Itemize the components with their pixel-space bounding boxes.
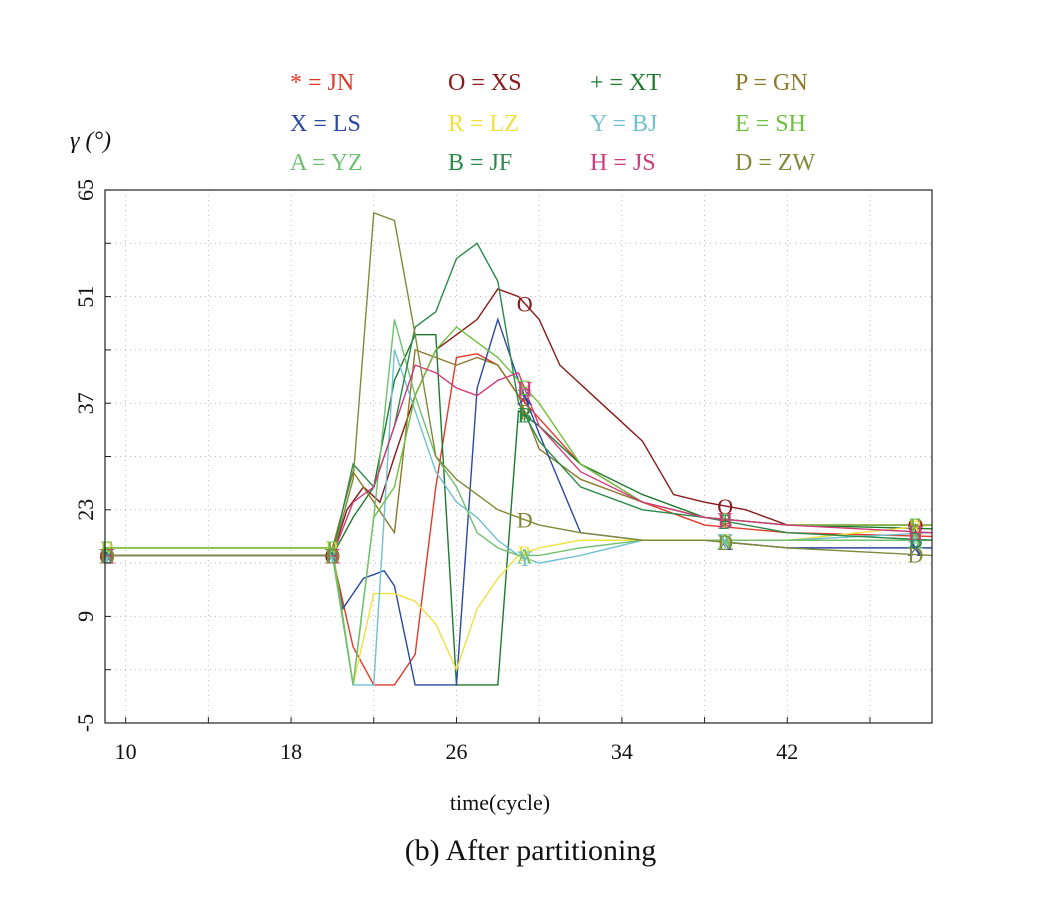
y-tick-label: 23 bbox=[73, 499, 98, 521]
series-marker-js: H bbox=[517, 377, 533, 402]
series-marker-jn: * bbox=[720, 515, 731, 540]
series-marker-zw: D bbox=[99, 543, 115, 568]
series-marker-gn: P bbox=[101, 536, 113, 561]
series-marker-js: H bbox=[908, 520, 924, 545]
plot-frame bbox=[104, 189, 933, 724]
legend-entry-yz: A = YZ bbox=[290, 150, 363, 176]
series-marker-xt: + bbox=[719, 507, 731, 532]
y-tick-label: 9 bbox=[73, 611, 98, 622]
series-marker-xs: O bbox=[99, 543, 115, 568]
series-marker-xt: + bbox=[101, 543, 113, 568]
y-tick-label: 37 bbox=[73, 392, 98, 414]
series-marker-ls: X bbox=[99, 543, 115, 568]
series-marker-bj: Y bbox=[717, 528, 733, 553]
series-marker-xt: + bbox=[518, 403, 530, 428]
legend-entry-lz: R = LZ bbox=[448, 111, 519, 137]
legend-entry-ls: X = LS bbox=[290, 111, 361, 137]
series-marker-sh: E bbox=[719, 507, 732, 532]
series-marker-jf: B bbox=[100, 543, 115, 568]
y-tick-label: 51 bbox=[73, 286, 98, 308]
series-marker-ls: X bbox=[517, 384, 533, 409]
series-marker-xt: + bbox=[909, 516, 921, 541]
series-marker-ls: X bbox=[717, 530, 733, 555]
legend-entry-sh: E = SH bbox=[735, 111, 806, 137]
series-marker-jn: * bbox=[327, 543, 338, 568]
series-marker-yz: A bbox=[908, 528, 924, 553]
legend-entry-bj: Y = BJ bbox=[590, 111, 657, 137]
series-marker-yz: A bbox=[99, 543, 115, 568]
series-marker-xt: + bbox=[326, 543, 338, 568]
series-marker-zw: D bbox=[517, 508, 533, 533]
x-axis-label: time(cycle) bbox=[449, 790, 551, 815]
series-marker-jn: * bbox=[102, 543, 113, 568]
grid-lines bbox=[105, 189, 932, 724]
legend-entry-jf: B = JF bbox=[448, 150, 512, 176]
series-marker-zw: D bbox=[324, 543, 340, 568]
series-lines bbox=[105, 211, 933, 686]
series-marker-bj: Y bbox=[324, 543, 340, 568]
series-marker-jf: B bbox=[908, 527, 923, 552]
y-tick-label: -5 bbox=[73, 714, 98, 732]
series-marker-jn: * bbox=[519, 390, 530, 415]
series-marker-gn: P bbox=[719, 507, 731, 532]
series-marker-xs: O bbox=[717, 494, 733, 519]
series-marker-js: H bbox=[324, 543, 340, 568]
series-marker-jn: * bbox=[910, 524, 921, 549]
series-marker-sh: E bbox=[518, 375, 531, 400]
series-marker-yz: A bbox=[517, 543, 533, 568]
series-marker-zw: D bbox=[908, 543, 924, 568]
series-marker-xs: O bbox=[324, 543, 340, 568]
legend-entry-xs: O = XS bbox=[448, 70, 522, 96]
series-marker-lz: R bbox=[517, 541, 532, 566]
series-marker-ls: X bbox=[324, 543, 340, 568]
legend-entry-jn: * = JN bbox=[290, 70, 354, 96]
series-marker-xs: O bbox=[517, 291, 533, 316]
series-marker-yz: A bbox=[324, 543, 340, 568]
series-marker-sh: E bbox=[100, 536, 113, 561]
series-marker-js: H bbox=[717, 507, 733, 532]
series-marker-lz: R bbox=[908, 515, 923, 540]
legend-entry-xt: + = XT bbox=[590, 70, 661, 96]
figure-caption: (b) After partitioning bbox=[404, 834, 657, 867]
series-marker-xs: O bbox=[908, 513, 924, 538]
series-marker-bj: Y bbox=[908, 522, 924, 547]
series-marker-jf: B bbox=[325, 543, 340, 568]
series-marker-ls: X bbox=[908, 536, 924, 561]
series-marker-gn: P bbox=[519, 400, 531, 425]
legend-entry-js: H = JS bbox=[590, 150, 656, 176]
series-marker-jf: B bbox=[718, 509, 733, 534]
x-tick-label: 26 bbox=[445, 739, 467, 764]
series-marker-js: H bbox=[99, 543, 115, 568]
series-marker-lz: R bbox=[718, 528, 733, 553]
legend: * = JN O = XS + = XT P = GN X = LS R = LZ Y = … bbox=[290, 70, 816, 176]
series-line-xs bbox=[105, 288, 932, 557]
series-marker-lz: R bbox=[325, 536, 340, 561]
x-tick-label: 42 bbox=[776, 739, 798, 764]
y-axis-label: γ (°) bbox=[70, 128, 112, 154]
y-tick-label: 65 bbox=[73, 179, 98, 201]
x-tick-label: 10 bbox=[115, 739, 137, 764]
series-marker-lz: R bbox=[100, 536, 115, 561]
series-marker-gn: P bbox=[909, 513, 921, 538]
legend-entry-gn: P = GN bbox=[735, 70, 808, 96]
series-marker-gn: P bbox=[326, 536, 338, 561]
series-line-zw bbox=[105, 211, 933, 557]
series-marker-zw: D bbox=[717, 530, 733, 555]
series-marker-bj: Y bbox=[99, 543, 115, 568]
x-tick-label: 34 bbox=[611, 739, 633, 764]
series-marker-yz: A bbox=[717, 528, 733, 553]
legend-entry-zw: D = ZW bbox=[735, 150, 816, 176]
axis-ticks: 10 18 26 34 42 -5 9 23 37 51 65 bbox=[73, 179, 871, 764]
series-marker-jf: B bbox=[517, 403, 532, 428]
series-marker-bj: Y bbox=[517, 546, 533, 571]
series-marker-sh: E bbox=[909, 513, 922, 538]
x-tick-label: 18 bbox=[280, 739, 302, 764]
series-marker-sh: E bbox=[326, 536, 339, 561]
